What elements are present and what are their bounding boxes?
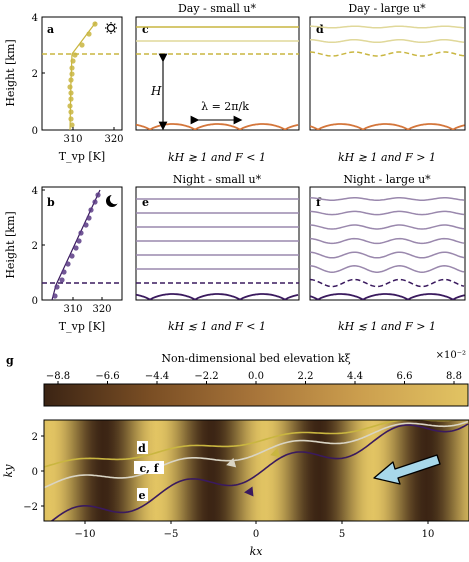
streamline	[310, 265, 465, 273]
streamline	[310, 224, 465, 230]
ylabel-a: Height [km]	[4, 39, 17, 106]
streamline	[310, 38, 465, 44]
streamline	[310, 237, 465, 245]
panel-title-e: Night - small u*	[173, 173, 262, 186]
colorbar-tick-label: 2.2	[298, 371, 314, 382]
colorbar-tick-label: −4.4	[145, 371, 169, 382]
ytick-b-2: 2	[32, 241, 38, 252]
xtick-b-310: 310	[63, 304, 82, 315]
panel-title-d: Day - large u*	[348, 2, 426, 15]
streamline	[310, 25, 465, 29]
ytick-g: 2	[32, 432, 38, 443]
ytick-a-0: 0	[32, 126, 38, 137]
panel-label-e: e	[142, 196, 149, 209]
panel-c: Day - small u* c H λ = 2π/k kH ≳ 1 and F…	[135, 2, 300, 164]
streamline	[310, 197, 465, 201]
xtick-g: 10	[422, 529, 435, 540]
xtick-b-320: 320	[92, 304, 111, 315]
panel-b: b 4 2 0 310 320 T_vp [K] Height [km]	[4, 186, 123, 333]
colorbar-bar	[43, 383, 469, 407]
bed-plot: d c, f e −10 −5 0 5 10 −2 0 2 kx ky	[2, 419, 469, 558]
xtick-g: 0	[253, 529, 259, 540]
moon-icon	[106, 193, 121, 207]
panel-label-f: f	[316, 196, 322, 209]
streamline	[310, 210, 465, 216]
streamline-d	[44, 420, 459, 468]
panel-caption-f: kH ≲ 1 and F > 1	[338, 320, 436, 333]
panel-label-d: d	[316, 23, 324, 36]
ylabel-g: ky	[2, 464, 15, 478]
colorbar-tick-label: −8.8	[46, 371, 70, 382]
ytick-a-2: 2	[32, 69, 38, 80]
panel-title-f: Night - large u*	[343, 173, 431, 186]
xtick-g: −10	[74, 529, 95, 540]
streamline-e	[50, 423, 469, 521]
colorbar-tick-label: −2.2	[194, 371, 218, 382]
streamline-label-d: d	[138, 442, 146, 455]
panel-label-b: b	[47, 196, 55, 209]
panel-caption-c: kH ≳ 1 and F < 1	[168, 151, 266, 164]
panel-label-c: c	[142, 23, 149, 36]
colorbar-tick-label: 8.8	[446, 371, 462, 382]
profile-line	[69, 21, 97, 131]
panel-d: Day - large u* d kH ≳ 1 and F > 1	[309, 2, 466, 164]
streamline-labels: d c, f e	[134, 441, 164, 502]
ytick-a-4: 4	[32, 13, 38, 24]
xtick-a-310: 310	[63, 134, 82, 145]
bed-wave	[310, 123, 465, 130]
ytick-g: 0	[32, 467, 38, 478]
bed-wave	[136, 123, 299, 130]
streamline-label-e: e	[139, 489, 146, 502]
panel-title-c: Day - small u*	[178, 2, 257, 15]
xlabel-b: T_vp [K]	[59, 320, 105, 333]
streamline	[310, 251, 465, 259]
direction-arrowhead	[270, 447, 281, 458]
panel-caption-e: kH ≲ 1 and F < 1	[168, 320, 266, 333]
colorbar: g Non-dimensional bed elevation kξ ×10⁻²…	[6, 350, 469, 407]
ytick-g: −2	[23, 502, 38, 513]
direction-arrowhead	[244, 486, 254, 497]
streamline-label-c-f: c, f	[139, 462, 159, 475]
colorbar-exponent: ×10⁻²	[436, 350, 466, 361]
xtick-g: −5	[164, 529, 179, 540]
xlabel-g: kx	[250, 545, 264, 558]
panel-e: Night - small u* e kH ≲ 1 and F < 1	[135, 173, 300, 333]
colorbar-tick-label: 6.6	[397, 371, 413, 382]
xtick-g: 5	[339, 529, 345, 540]
sun-icon	[105, 22, 117, 34]
inversion-line	[310, 278, 465, 288]
lambda-label: λ = 2π/k	[201, 100, 249, 113]
colorbar-title: Non-dimensional bed elevation kξ	[161, 352, 350, 365]
panel-label-g: g	[6, 354, 14, 367]
panel-f: Night - large u* f kH ≲ 1 and F > 1	[309, 173, 466, 333]
profile-markers	[67, 21, 98, 128]
ytick-b-4: 4	[32, 186, 38, 197]
ytick-b-0: 0	[32, 296, 38, 307]
wind-arrow	[373, 454, 441, 485]
streamline-c-f	[44, 420, 469, 489]
panel-a: a 4 2 0 310 320 T_vp [K] H	[4, 13, 124, 163]
H-label: H	[150, 84, 162, 98]
bed-wave	[136, 293, 299, 300]
ylabel-b: Height [km]	[4, 211, 17, 278]
colorbar-tick-label: 4.4	[347, 371, 363, 382]
bed-wave	[310, 293, 465, 300]
xlabel-a: T_vp [K]	[59, 150, 105, 163]
xtick-a-320: 320	[104, 134, 123, 145]
colorbar-tick-label: 0.0	[248, 371, 264, 382]
inversion-line	[310, 51, 465, 57]
panel-caption-d: kH ≳ 1 and F > 1	[338, 151, 436, 164]
panel-label-a: a	[47, 23, 54, 36]
colorbar-tick-label: −6.6	[95, 371, 119, 382]
direction-arrowhead	[226, 457, 237, 468]
profile-markers	[52, 192, 101, 299]
